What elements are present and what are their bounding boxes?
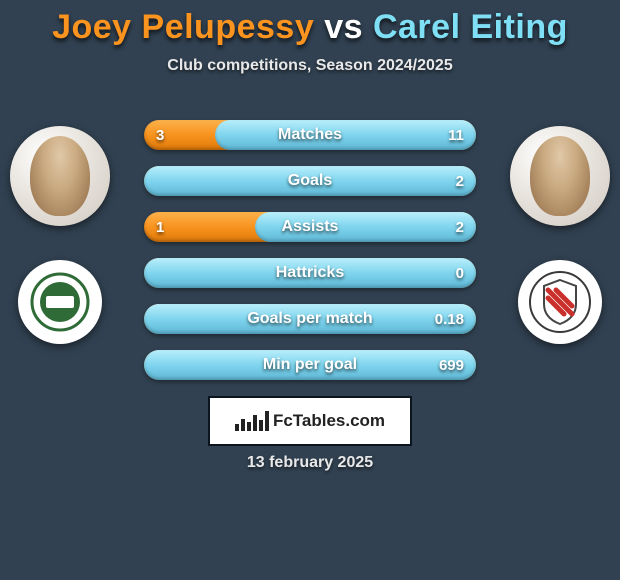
fctables-badge: FcTables.com bbox=[208, 396, 412, 446]
stat-bar: 699Min per goal bbox=[144, 350, 476, 380]
date-label: 13 february 2025 bbox=[0, 454, 620, 472]
fctables-text: FcTables.com bbox=[273, 411, 385, 431]
stat-bar-fill bbox=[144, 258, 476, 288]
player2-name: Carel Eiting bbox=[373, 8, 568, 46]
stat-bar-fill bbox=[144, 350, 476, 380]
vs-text: vs bbox=[324, 8, 363, 46]
subtitle: Club competitions, Season 2024/2025 bbox=[0, 57, 620, 75]
stat-bar: 12Assists bbox=[144, 212, 476, 242]
barchart-icon bbox=[235, 411, 269, 431]
stats-bars: 311Matches 2Goals 12Assists 0Hattricks 0.18G… bbox=[0, 120, 620, 396]
comparison-title: Joey Pelupessy vs Carel Eiting bbox=[0, 0, 620, 47]
stat-bar-fill bbox=[215, 120, 476, 150]
stat-bar: 311Matches bbox=[144, 120, 476, 150]
stat-bar: 0.18Goals per match bbox=[144, 304, 476, 334]
stat-bar: 0Hattricks bbox=[144, 258, 476, 288]
stat-bar-fill bbox=[255, 212, 476, 242]
stat-left-value: 1 bbox=[156, 212, 164, 242]
stat-bar: 2Goals bbox=[144, 166, 476, 196]
stat-left-value: 3 bbox=[156, 120, 164, 150]
stat-bar-fill bbox=[144, 304, 476, 334]
player1-name: Joey Pelupessy bbox=[52, 8, 314, 46]
stat-bar-fill bbox=[144, 166, 476, 196]
